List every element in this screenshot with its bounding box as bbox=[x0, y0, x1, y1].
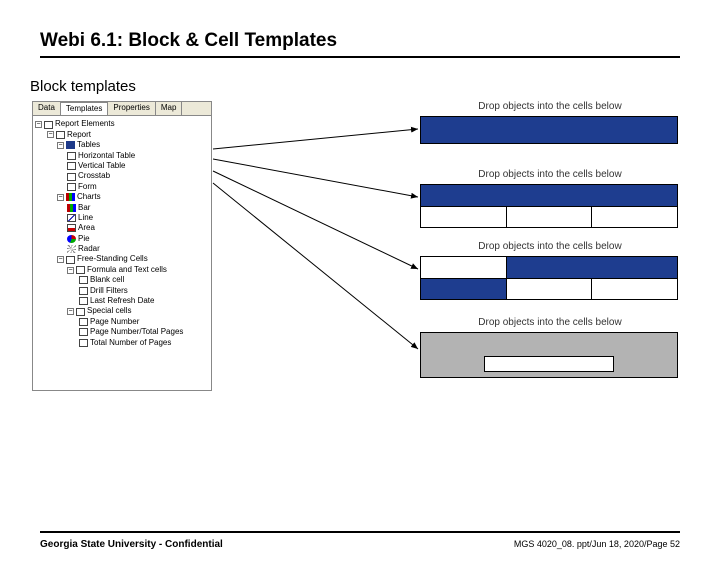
footer-rule bbox=[40, 531, 680, 533]
tab-data[interactable]: Data bbox=[33, 102, 61, 115]
cell bbox=[591, 207, 677, 228]
tree-tn[interactable]: Total Number of Pages bbox=[35, 338, 209, 348]
template-3-label: Drop objects into the cells below bbox=[420, 241, 680, 252]
tree-tables[interactable]: −Tables bbox=[35, 140, 209, 150]
template-3-block bbox=[420, 256, 678, 300]
cell bbox=[421, 257, 506, 278]
tab-templates[interactable]: Templates bbox=[61, 102, 108, 115]
cell bbox=[421, 185, 506, 206]
tab-map[interactable]: Map bbox=[156, 102, 183, 115]
footer-right: MGS 4020_08. ppt/Jun 18, 2020/Page 52 bbox=[514, 539, 680, 550]
tree-report[interactable]: −Report bbox=[35, 130, 209, 140]
footer: Georgia State University - Confidential … bbox=[40, 531, 680, 550]
cell bbox=[421, 279, 506, 300]
template-4-label: Drop objects into the cells below bbox=[420, 317, 680, 328]
template-2-block bbox=[420, 184, 678, 228]
tree-horiz[interactable]: Horizontal Table bbox=[35, 151, 209, 161]
template-4-block bbox=[420, 332, 678, 378]
cell bbox=[421, 117, 506, 143]
tree-special[interactable]: −Special cells bbox=[35, 306, 209, 316]
cell bbox=[592, 257, 677, 278]
template-2: Drop objects into the cells below bbox=[420, 169, 680, 228]
tree-root[interactable]: −Report Elements bbox=[35, 119, 209, 129]
content-area: Data Templates Properties Map −Report El… bbox=[0, 101, 720, 441]
tree-blank[interactable]: Blank cell bbox=[35, 275, 209, 285]
cell bbox=[592, 117, 677, 143]
tree-pn[interactable]: Page Number bbox=[35, 317, 209, 327]
template-2-label: Drop objects into the cells below bbox=[420, 169, 680, 180]
tree-area[interactable]: Area bbox=[35, 223, 209, 233]
tab-properties[interactable]: Properties bbox=[108, 102, 155, 115]
tree-charts[interactable]: −Charts bbox=[35, 192, 209, 202]
tree-pie[interactable]: Pie bbox=[35, 234, 209, 244]
title-rule bbox=[40, 56, 680, 58]
slide-title: Webi 6.1: Block & Cell Templates bbox=[40, 30, 720, 52]
tree-last[interactable]: Last Refresh Date bbox=[35, 296, 209, 306]
subtitle: Block templates bbox=[30, 78, 720, 95]
cell bbox=[506, 257, 592, 278]
tree-drill[interactable]: Drill Filters bbox=[35, 286, 209, 296]
tree-form[interactable]: Form bbox=[35, 182, 209, 192]
tree-vert[interactable]: Vertical Table bbox=[35, 161, 209, 171]
template-3: Drop objects into the cells below bbox=[420, 241, 680, 300]
tree-radar[interactable]: Radar bbox=[35, 244, 209, 254]
tree-view: −Report Elements −Report −Tables Horizon… bbox=[33, 116, 211, 351]
cell bbox=[591, 279, 677, 300]
tab-strip: Data Templates Properties Map bbox=[33, 102, 211, 116]
tree-line[interactable]: Line bbox=[35, 213, 209, 223]
tree-formula[interactable]: −Formula and Text cells bbox=[35, 265, 209, 275]
template-1-label: Drop objects into the cells below bbox=[420, 101, 680, 112]
inner-cell bbox=[484, 356, 614, 372]
tree-cross[interactable]: Crosstab bbox=[35, 171, 209, 181]
cell bbox=[506, 117, 591, 143]
tree-panel: Data Templates Properties Map −Report El… bbox=[32, 101, 212, 391]
cell bbox=[421, 207, 506, 228]
cell bbox=[592, 185, 677, 206]
cell bbox=[506, 279, 592, 300]
template-1: Drop objects into the cells below bbox=[420, 101, 680, 144]
template-4: Drop objects into the cells below bbox=[420, 317, 680, 378]
tree-pnt[interactable]: Page Number/Total Pages bbox=[35, 327, 209, 337]
cell bbox=[506, 185, 591, 206]
cell bbox=[506, 207, 592, 228]
tree-free[interactable]: −Free-Standing Cells bbox=[35, 254, 209, 264]
template-1-block bbox=[420, 116, 678, 144]
tree-bar[interactable]: Bar bbox=[35, 203, 209, 213]
footer-left: Georgia State University - Confidential bbox=[40, 539, 223, 550]
